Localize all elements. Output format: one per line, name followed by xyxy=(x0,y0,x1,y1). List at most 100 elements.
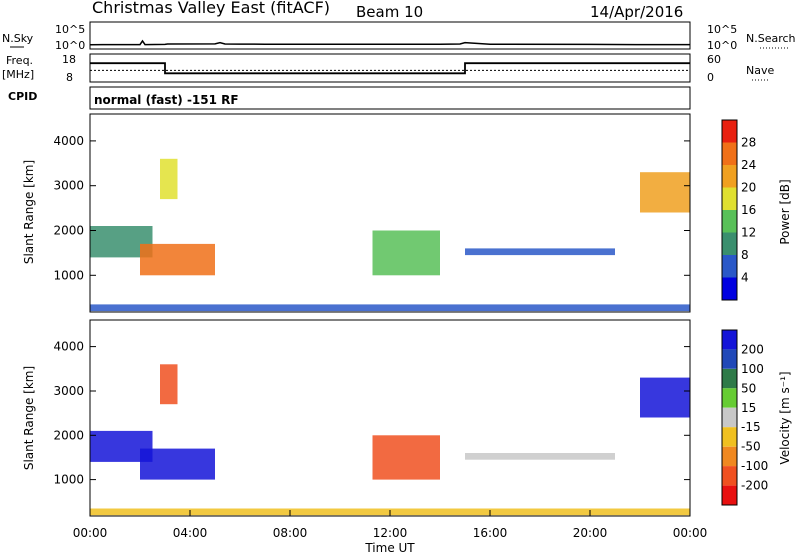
power-colorbar-tick-6: 4 xyxy=(741,271,749,285)
sky-right-label: N.Search xyxy=(746,32,796,45)
vel-yticks-label-3: 1000 xyxy=(53,473,84,487)
power-colorbar-tick-1: 24 xyxy=(741,158,756,172)
velocity-colorbar-label: Velocity [m s⁻¹] xyxy=(778,371,792,464)
power-colorbar-seg-0 xyxy=(722,277,737,300)
freq-tick-top: 18 xyxy=(62,53,76,66)
vel-yticks-label-2: 2000 xyxy=(53,428,84,442)
velocity-colorbar-tick-5: -50 xyxy=(741,440,761,454)
power-colorbar-tick-0: 28 xyxy=(741,136,756,150)
velocity-colorbar-tick-7: -200 xyxy=(741,479,768,493)
velocity-colorbar-frame xyxy=(721,329,738,506)
velocity-colorbar-tick-2: 50 xyxy=(741,381,756,395)
velocity-colorbar-seg-4 xyxy=(722,407,737,428)
power-colorbar-tick-5: 8 xyxy=(741,248,749,262)
velocity-colorbar-seg-2 xyxy=(722,368,737,389)
velocity-colorbar-tick-4: -15 xyxy=(741,420,761,434)
sky-series-line xyxy=(89,39,690,46)
velocity-colorbar-tick-0: 200 xyxy=(741,342,764,356)
vel-marks-region-1 xyxy=(140,448,215,480)
nave-tick-top: 60 xyxy=(707,53,721,66)
time-axis-label: Time UT xyxy=(364,541,415,554)
power-colorbar-seg-5 xyxy=(722,165,737,188)
freq-tick-bottom: 8 xyxy=(66,71,73,84)
sky-tick-bottom-right: 10^0 xyxy=(707,39,737,52)
sky-panel: N.Sky 10^5 10^0 10^5 10^0 N.Search xyxy=(2,21,796,52)
vel-marks-region-3 xyxy=(372,435,440,480)
nave-label: Nave xyxy=(746,64,774,77)
power-panel-frame xyxy=(89,113,691,313)
cpid-row: CPID normal (fast) -151 RF xyxy=(8,86,691,110)
velocity-colorbar-tick-6: -100 xyxy=(741,459,768,473)
power-colorbar-segments xyxy=(722,120,737,300)
power-yticks-label-1: 3000 xyxy=(53,179,84,193)
power-colorbar-seg-3 xyxy=(722,210,737,233)
freq-label-line2: [MHz] xyxy=(2,68,34,81)
xtick-label-2: 08:00 xyxy=(273,526,308,540)
vel-marks-region-4 xyxy=(465,453,615,460)
power-panel-background xyxy=(90,114,690,312)
power-colorbar: 28 24 20 16 12 8 4 Power [dB] xyxy=(721,119,792,301)
power-colorbar-label: Power [dB] xyxy=(778,179,792,244)
power-colorbar-tick-4: 12 xyxy=(741,226,756,240)
power-marks-region-4 xyxy=(465,248,615,256)
power-yticks-label-0: 4000 xyxy=(53,134,84,148)
sky-left-label: N.Sky xyxy=(2,32,34,45)
power-colorbar-ticks: 28 24 20 16 12 8 4 xyxy=(741,136,756,285)
beam-title: Beam 10 xyxy=(356,3,423,21)
velocity-panel-background xyxy=(90,320,690,516)
velocity-yticks: 4000 3000 2000 1000 xyxy=(53,340,690,487)
xtick-label-1: 04:00 xyxy=(173,526,208,540)
cpid-box xyxy=(89,86,691,110)
velocity-ylabel: Slant Range [km] xyxy=(22,366,36,470)
power-ylabel: Slant Range [km] xyxy=(22,160,36,264)
xtick-label-6: 00:00 xyxy=(673,526,708,540)
velocity-colorbar-seg-8 xyxy=(722,485,737,505)
velocity-colorbar: 200 100 50 15 -15 -50 -100 -200 Velocity [m s⁻¹… xyxy=(721,329,792,506)
power-marks-region-1 xyxy=(140,243,215,276)
sky-panel-frame xyxy=(89,21,691,50)
nave-tick-bottom: 0 xyxy=(707,71,714,84)
power-marks-region-3 xyxy=(372,230,440,276)
velocity-colorbar-seg-3 xyxy=(722,388,737,408)
velocity-colorbar-seg-7 xyxy=(722,466,737,486)
sky-tick-top: 10^5 xyxy=(55,23,85,36)
cpid-label: CPID xyxy=(8,90,37,103)
power-marks-region-6 xyxy=(90,304,690,312)
xtick-label-5: 20:00 xyxy=(573,526,608,540)
freq-panel: Freq. [MHz] 18 8 60 0 Nave xyxy=(2,53,774,84)
power-colorbar-seg-6 xyxy=(722,142,737,165)
power-colorbar-seg-7 xyxy=(722,120,737,143)
power-colorbar-seg-1 xyxy=(722,255,737,278)
velocity-colorbar-segments xyxy=(722,330,737,505)
power-colorbar-frame xyxy=(721,119,738,301)
xtick-label-3: 12:00 xyxy=(373,526,408,540)
freq-panel-frame xyxy=(89,53,691,83)
power-colorbar-seg-4 xyxy=(722,187,737,210)
velocity-colorbar-seg-1 xyxy=(722,349,737,369)
velocity-colorbar-tick-3: 15 xyxy=(741,401,756,415)
vel-yticks-label-0: 4000 xyxy=(53,340,84,354)
freq-label-line1: Freq. xyxy=(6,54,33,67)
xtick-label-4: 16:00 xyxy=(473,526,508,540)
station-title: Christmas Valley East (fitACF) xyxy=(92,0,330,17)
sky-tick-bottom: 10^0 xyxy=(55,39,85,52)
time-axis-ticks: 00:00 04:00 08:00 12:00 16:00 20:00 00:00 xyxy=(73,510,708,540)
vel-yticks-label-1: 3000 xyxy=(53,384,84,398)
power-marks-region-5 xyxy=(640,172,690,213)
sky-tick-top-right: 10^5 xyxy=(707,23,737,36)
velocity-colorbar-seg-0 xyxy=(722,330,737,350)
power-yticks-label-3: 1000 xyxy=(53,268,84,282)
velocity-colorbar-tick-1: 100 xyxy=(741,362,764,376)
freq-series-line xyxy=(90,62,690,75)
velocity-colorbar-seg-6 xyxy=(722,446,737,467)
power-panel: 4000 3000 2000 1000 Slant Range [km] xyxy=(22,113,691,313)
power-colorbar-seg-2 xyxy=(722,232,737,255)
xtick-label-0: 00:00 xyxy=(73,526,108,540)
power-colorbar-tick-3: 16 xyxy=(741,203,756,217)
power-colorbar-tick-2: 20 xyxy=(741,181,756,195)
velocity-colorbar-ticks: 200 100 50 15 -15 -50 -100 -200 xyxy=(741,342,768,492)
power-marks-region-2 xyxy=(160,158,178,200)
cpid-text: normal (fast) -151 RF xyxy=(94,93,239,107)
